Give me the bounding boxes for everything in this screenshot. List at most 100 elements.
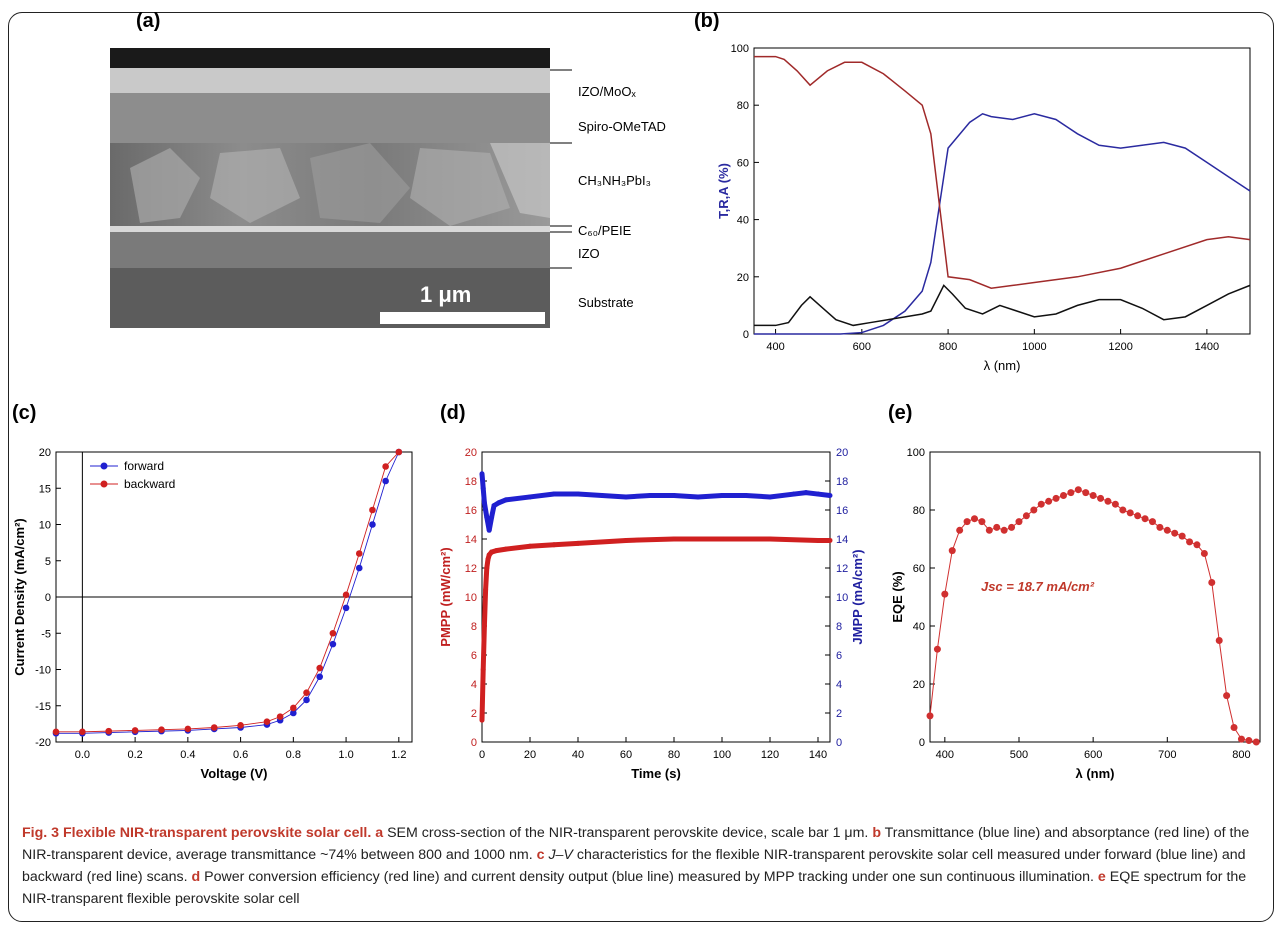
eqe-point xyxy=(948,547,956,555)
caption-text-c: characteristics for the flexible NIR-tra… xyxy=(22,847,1246,885)
caption-text-a: SEM cross-section of the NIR-transparent… xyxy=(383,825,873,841)
caption-key-b: b xyxy=(872,825,881,841)
series-point-forward xyxy=(329,640,337,648)
sem-spiro-layer xyxy=(110,93,550,143)
series-point-1 xyxy=(481,500,487,506)
figure-caption: Fig. 3 Flexible NIR-transparent perovski… xyxy=(22,822,1260,910)
caption-text-b: Transmittance (blue line) and absorptanc… xyxy=(22,825,1250,863)
series-point-0 xyxy=(485,556,491,562)
eqe-point xyxy=(993,523,1001,531)
series-point-forward xyxy=(342,604,350,612)
caption-key-c: c xyxy=(536,847,545,863)
eqe-point xyxy=(1059,492,1067,499)
series-point-backward xyxy=(184,725,192,733)
series-point-backward xyxy=(158,726,165,733)
y-tick-label: 0 xyxy=(743,329,749,341)
series-point-0 xyxy=(489,549,495,555)
series-point-1 xyxy=(719,493,725,498)
y-tick-label: 10 xyxy=(39,520,51,532)
series-point-backward xyxy=(369,506,376,514)
series-point-0 xyxy=(484,565,490,571)
series-point-backward xyxy=(342,591,350,599)
plot-frame xyxy=(753,47,1251,335)
series-point-backward xyxy=(382,463,389,470)
eqe-point xyxy=(1193,541,1201,549)
eqe-point xyxy=(1097,494,1105,502)
series-line-0 xyxy=(479,536,830,721)
series-point-1 xyxy=(767,494,773,500)
eqe-point xyxy=(1052,494,1060,502)
eqe-point xyxy=(1215,637,1223,644)
y-right-tick-label: 8 xyxy=(836,621,842,633)
x-tick-label: 0 xyxy=(479,749,485,761)
x-tick-label: 80 xyxy=(668,749,680,761)
layer-label-substrate: Substrate xyxy=(578,295,634,310)
x-axis-label: Voltage (V) xyxy=(201,766,268,781)
series-point-backward xyxy=(263,718,271,725)
y-tick-label: 0 xyxy=(471,737,477,749)
panel-label-d: (d) xyxy=(440,402,466,424)
eqe-point xyxy=(1208,579,1216,586)
y-tick-label: -10 xyxy=(35,665,51,677)
y-tick-label: 12 xyxy=(465,563,477,575)
x-tick-label: 0.2 xyxy=(127,749,142,761)
eqe-point xyxy=(926,712,934,720)
series-point-backward xyxy=(290,704,297,712)
x-tick-label: 1000 xyxy=(1022,341,1046,353)
y-tick-label: 14 xyxy=(465,534,477,546)
eqe-point xyxy=(1178,532,1186,540)
series-point-0 xyxy=(480,667,486,672)
eqe-point xyxy=(1045,497,1053,505)
eqe-point xyxy=(1134,512,1142,520)
legend-marker-forward xyxy=(100,462,108,470)
series-point-1 xyxy=(551,491,557,497)
eqe-point xyxy=(956,526,964,534)
panel-label-e: (e) xyxy=(888,402,913,424)
series-point-0 xyxy=(481,623,487,629)
series-point-1 xyxy=(803,490,809,496)
series-line-1 xyxy=(479,473,831,531)
eqe-point xyxy=(963,518,971,526)
series-point-0 xyxy=(483,587,489,593)
y-tick-label: -5 xyxy=(41,628,51,640)
eqe-point xyxy=(1237,735,1245,743)
series-point-1 xyxy=(827,493,833,498)
eqe-point xyxy=(1245,737,1253,745)
series-point-1 xyxy=(695,494,701,500)
x-tick-label: 1200 xyxy=(1108,341,1132,353)
y-tick-label: -20 xyxy=(35,737,51,749)
eqe-point xyxy=(1141,515,1149,523)
eqe-point xyxy=(1200,550,1208,557)
eqe-point xyxy=(978,518,986,526)
x-tick-label: 800 xyxy=(1232,749,1250,761)
series-line-0 xyxy=(754,112,1251,335)
series-point-backward xyxy=(303,689,310,696)
x-tick-label: 400 xyxy=(766,341,784,353)
chart-c: 0.0 0.2 0.4 0.6 0.8 1.0 1.2 -20 -15 -10 -5 0 5 10 15 20… xyxy=(12,447,413,781)
y-axis-label: EQE (%) xyxy=(890,571,905,622)
y-right-tick-label: 12 xyxy=(836,563,848,575)
y-right-tick-label: 0 xyxy=(836,737,842,749)
series-point-1 xyxy=(743,493,749,498)
series-point-backward xyxy=(52,728,60,736)
layer-label-c60-peie: C₆₀/PEIE xyxy=(578,223,632,238)
y-tick-label: 100 xyxy=(731,43,749,55)
x-tick-label: 140 xyxy=(809,749,827,761)
eqe-point xyxy=(1156,523,1164,531)
x-tick-label: 1.2 xyxy=(391,749,406,761)
x-tick-label: 120 xyxy=(761,749,779,761)
layer-label-izo-moox: IZO/MoOₓ xyxy=(578,84,636,99)
y-right-tick-label: 16 xyxy=(836,505,848,517)
x-tick-label: 40 xyxy=(572,749,584,761)
series-point-1 xyxy=(647,493,653,498)
x-tick-label: 60 xyxy=(620,749,632,761)
series-point-backward xyxy=(79,728,86,736)
series-point-backward xyxy=(210,724,218,731)
series-point-1 xyxy=(599,493,605,498)
plot-frame xyxy=(929,451,1261,743)
y-tick-label: 80 xyxy=(737,100,749,112)
series-point-1 xyxy=(484,514,490,520)
series-point-1 xyxy=(575,491,581,497)
eqe-point xyxy=(1186,538,1194,546)
sem-grain xyxy=(310,143,410,223)
